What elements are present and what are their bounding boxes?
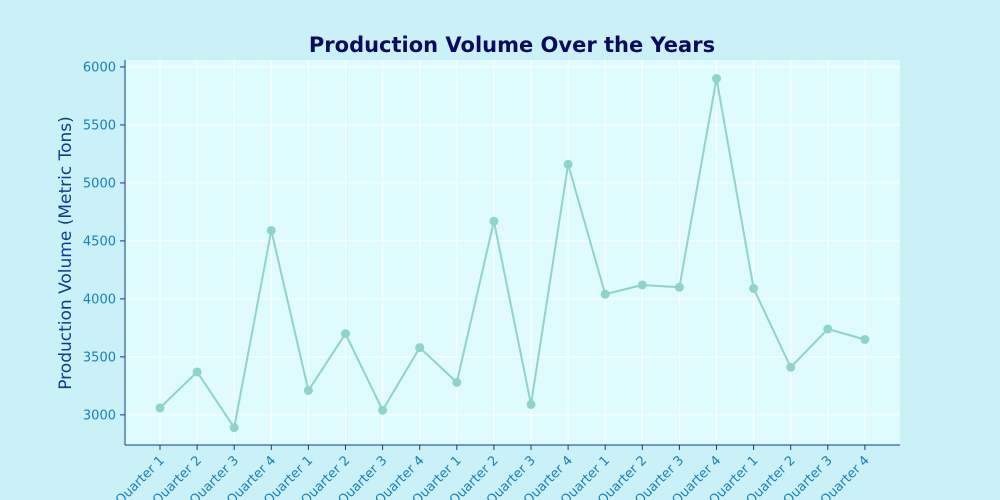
data-point — [749, 283, 759, 293]
chart-title: Production Volume Over the Years — [309, 33, 715, 57]
y-tick-label: 3500 — [83, 350, 116, 365]
y-tick-label: 4000 — [83, 292, 116, 307]
y-tick-label: 5500 — [83, 118, 116, 133]
data-point — [303, 385, 313, 395]
plot-area — [125, 60, 900, 445]
data-point — [341, 329, 350, 339]
data-point — [378, 405, 388, 415]
data-point — [229, 423, 239, 433]
y-tick-label: 3000 — [83, 408, 116, 423]
grid-layer — [125, 60, 900, 445]
data-point — [452, 377, 462, 387]
data-point — [637, 280, 647, 290]
data-point — [489, 216, 499, 226]
data-point — [860, 334, 870, 344]
series-line — [159, 77, 866, 429]
data-point — [600, 289, 610, 299]
data-point — [155, 403, 165, 413]
y-tick-label: 6000 — [83, 60, 116, 75]
data-point — [526, 399, 536, 409]
data-point — [415, 343, 425, 353]
data-point — [266, 225, 276, 235]
data-point — [823, 324, 833, 334]
y-tick-label: 4500 — [83, 234, 116, 249]
y-tick-label: 5000 — [83, 176, 116, 191]
data-point — [563, 159, 573, 169]
y-axis-ticks: 3000 3500 4000 4500 5000 5500 6000 — [83, 60, 125, 423]
data-point — [786, 362, 796, 372]
data-point — [674, 282, 684, 292]
series-layer — [155, 74, 870, 433]
y-axis-title: Production Volume (Metric Tons) — [56, 116, 76, 390]
data-point — [712, 74, 721, 84]
data-point — [192, 367, 202, 377]
